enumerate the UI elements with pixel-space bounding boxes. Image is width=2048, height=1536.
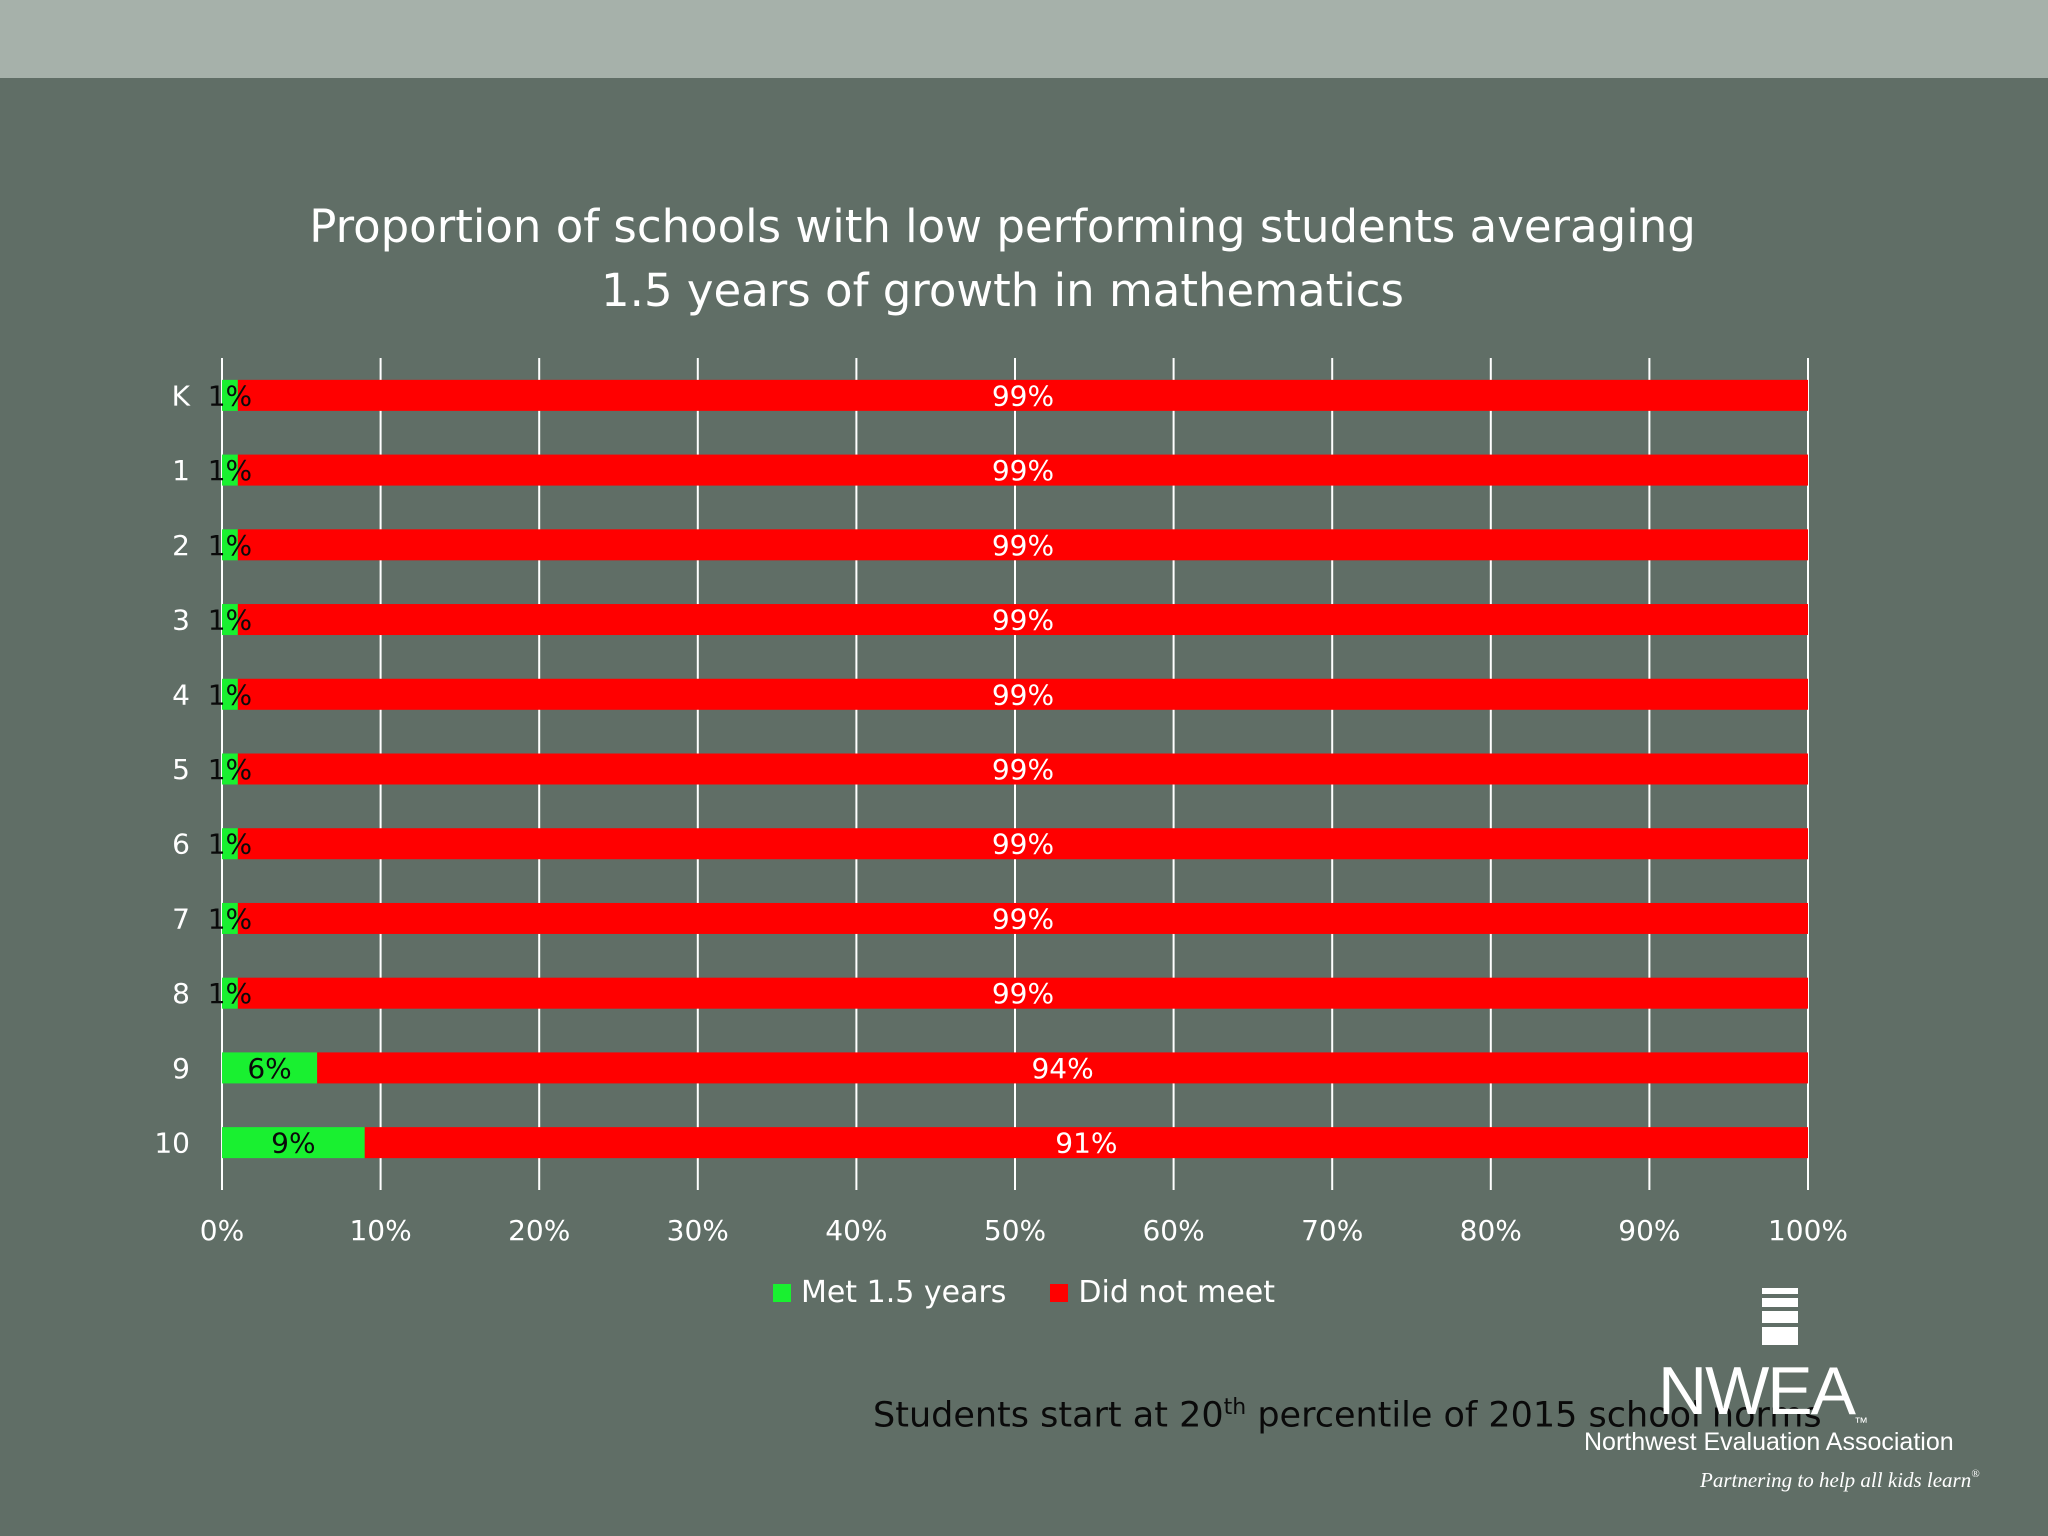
data-label-met-2: 1% [208, 529, 252, 562]
data-label-met-1: 1% [208, 454, 252, 487]
x-tick-label-60: 60% [1142, 1214, 1204, 1247]
footnote-suffix: percentile of 2015 school norms [1246, 1395, 1822, 1436]
bar-met-9 [222, 1052, 318, 1084]
data-label-not-met-7: 99% [992, 902, 1054, 935]
category-label-6: 6 [172, 828, 190, 861]
x-tick-label-10: 10% [349, 1214, 411, 1247]
legend-swatch-met [772, 1283, 791, 1302]
chart-title-line-2: 1.5 years of growth in mathematics [601, 264, 1404, 317]
data-label-not-met-K: 99% [992, 379, 1054, 412]
bar-met-5 [222, 753, 238, 785]
data-label-met-8: 1% [208, 977, 252, 1010]
x-tick-label-50: 50% [984, 1214, 1046, 1247]
legend-item-not-met: Did not meet [1050, 1275, 1275, 1310]
chart-title-line-1: Proportion of schools with low performin… [309, 200, 1696, 253]
bar-not-met-3 [237, 604, 1809, 636]
bar-not-met-2 [237, 529, 1809, 561]
x-tick-label-70: 70% [1301, 1214, 1363, 1247]
x-tick-label-20: 20% [508, 1214, 570, 1247]
category-label-1: 1 [172, 454, 190, 487]
logo-tagline-text: Partnering to help all kids learn [1700, 1468, 1972, 1492]
data-label-met-3: 1% [208, 604, 252, 637]
data-label-not-met-5: 99% [992, 753, 1054, 786]
data-label-not-met-1: 99% [992, 454, 1054, 487]
logo-tagline: Partnering to help all kids learn® [1700, 1468, 1980, 1493]
bar-not-met-10 [364, 1127, 1808, 1159]
category-label-4: 4 [172, 678, 190, 711]
bar-not-met-7 [237, 902, 1809, 934]
data-label-met-7: 1% [208, 902, 252, 935]
category-label-K: K [172, 379, 191, 412]
bar-met-6 [222, 828, 238, 860]
chart-title: Proportion of schools with low performin… [0, 195, 2005, 323]
bar-not-met-4 [237, 678, 1809, 710]
bar-met-8 [222, 977, 238, 1009]
footnote: Students start at 20th percentile of 201… [873, 1395, 1822, 1436]
chart-legend: Met 1.5 years Did not meet [0, 1275, 2048, 1310]
data-label-met-5: 1% [208, 753, 252, 786]
legend-swatch-not-met [1050, 1283, 1069, 1302]
x-tick-label-40: 40% [825, 1214, 887, 1247]
category-label-10: 10 [154, 1127, 190, 1160]
logo-tagline-mark: ® [1971, 1468, 1980, 1480]
category-label-7: 7 [172, 902, 190, 935]
category-label-3: 3 [172, 604, 190, 637]
data-label-not-met-10: 91% [1055, 1127, 1117, 1160]
bar-met-7 [222, 902, 238, 934]
data-label-met-10: 9% [271, 1127, 315, 1160]
bar-met-10 [222, 1127, 365, 1159]
bar-met-3 [222, 604, 238, 636]
bar-met-4 [222, 678, 238, 710]
category-label-8: 8 [172, 977, 190, 1010]
bar-met-1 [222, 454, 238, 486]
category-label-5: 5 [172, 753, 190, 786]
footnote-superscript: th [1223, 1395, 1247, 1420]
data-label-not-met-4: 99% [992, 678, 1054, 711]
top-band [0, 0, 2048, 78]
legend-item-met: Met 1.5 years [772, 1275, 1007, 1310]
bar-not-met-9 [317, 1052, 1808, 1084]
data-label-not-met-8: 99% [992, 977, 1054, 1010]
category-label-9: 9 [172, 1052, 190, 1085]
data-label-met-K: 1% [208, 379, 252, 412]
bar-met-K [222, 379, 238, 411]
x-tick-label-30: 30% [667, 1214, 729, 1247]
legend-label-met: Met 1.5 years [800, 1275, 1007, 1310]
bar-not-met-6 [237, 828, 1809, 860]
bar-not-met-5 [237, 753, 1809, 785]
data-label-met-4: 1% [208, 678, 252, 711]
data-label-met-9: 6% [247, 1052, 291, 1085]
bar-not-met-1 [237, 454, 1809, 486]
x-tick-label-100: 100% [1768, 1214, 1848, 1247]
category-label-2: 2 [172, 529, 190, 562]
data-label-not-met-3: 99% [992, 604, 1054, 637]
logo-name-text: NWEA [1658, 1353, 1856, 1429]
x-tick-label-0: 0% [200, 1214, 244, 1247]
data-label-not-met-9: 94% [1031, 1052, 1093, 1085]
bar-not-met-8 [237, 977, 1809, 1009]
data-label-met-6: 1% [208, 828, 252, 861]
logo-full-name: Northwest Evaluation Association [1584, 1428, 1954, 1456]
x-tick-label-80: 80% [1460, 1214, 1522, 1247]
bar-not-met-K [237, 379, 1809, 411]
bar-met-2 [222, 529, 238, 561]
data-label-not-met-6: 99% [992, 828, 1054, 861]
data-label-not-met-2: 99% [992, 529, 1054, 562]
x-tick-label-90: 90% [1618, 1214, 1680, 1247]
logo-trademark: ™ [1854, 1414, 1868, 1430]
nwea-logo-icon [1762, 1288, 1798, 1345]
logo-name: NWEA™ [1658, 1352, 1868, 1430]
legend-label-not-met: Did not meet [1078, 1275, 1276, 1310]
footnote-prefix: Students start at 20 [873, 1395, 1224, 1436]
